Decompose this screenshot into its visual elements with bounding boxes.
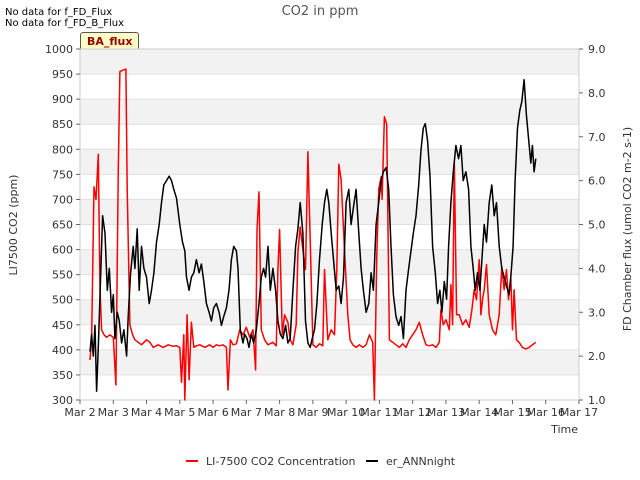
grid-band — [80, 249, 579, 275]
x-tick-label: Mar 11 — [360, 406, 398, 419]
series-line-li7500-co2 — [89, 68, 537, 401]
chart-title: CO2 in ppm — [282, 4, 359, 19]
y-right-tick-label: 7.0 — [588, 131, 606, 144]
y-left-tick-label: 350 — [52, 369, 73, 382]
legend-label-er-annnight: er_ANNnight — [386, 455, 456, 468]
no-data-note-fd-flux: No data for f_FD_Flux — [5, 7, 113, 18]
series-layer — [89, 68, 537, 401]
x-tick-label: Mar 15 — [493, 406, 531, 419]
y-axis-label-left: LI7500 CO2 (ppm) — [7, 175, 20, 276]
grid-band — [80, 299, 579, 325]
y-left-tick-label: 750 — [52, 168, 73, 181]
x-tick-label: Mar 5 — [164, 406, 195, 419]
y-right-tick-label: 3.0 — [588, 306, 606, 319]
x-tick-label: Mar 2 — [64, 406, 95, 419]
x-tick-label: Mar 13 — [427, 406, 465, 419]
legend: LI-7500 CO2 Concentration er_ANNnight — [186, 455, 456, 468]
x-tick-label: Mar 8 — [264, 406, 295, 419]
x-tick-label: Mar 6 — [197, 406, 228, 419]
grid-band — [80, 149, 579, 175]
grid-band — [80, 49, 579, 75]
legend-label-li7500-co2: LI-7500 CO2 Concentration — [206, 455, 356, 468]
y-left-tick-label: 400 — [52, 344, 73, 357]
y-right-tick-label: 8.0 — [588, 87, 606, 100]
y-left-tick-label: 600 — [52, 244, 73, 257]
y-left-tick-label: 950 — [52, 68, 73, 81]
y-left-tick-label: 550 — [52, 269, 73, 282]
y-right-tick-label: 5.0 — [588, 219, 606, 232]
y-right-tick-label: 4.0 — [588, 262, 606, 275]
grid-band — [80, 99, 579, 125]
y-left-tick-label: 650 — [52, 219, 73, 232]
x-tick-label: Mar 16 — [527, 406, 565, 419]
grid-band — [80, 349, 579, 375]
x-tick-label: Mar 3 — [98, 406, 129, 419]
x-axis-label: Time — [550, 423, 578, 436]
x-tick-label: Mar 12 — [394, 406, 432, 419]
y-right-tick-label: 1.0 — [588, 394, 606, 407]
y-left-tick-label: 700 — [52, 193, 73, 206]
y-left-tick-label: 900 — [52, 93, 73, 106]
y-left-tick-label: 1000 — [45, 43, 73, 56]
y-right-tick-label: 2.0 — [588, 350, 606, 363]
y-right-tick-label: 9.0 — [588, 43, 606, 56]
y-left-tick-label: 300 — [52, 394, 73, 407]
x-tick-label: Mar 4 — [131, 406, 162, 419]
y-left-tick-label: 450 — [52, 319, 73, 332]
y-left-tick-label: 800 — [52, 143, 73, 156]
x-tick-label: Mar 10 — [327, 406, 365, 419]
x-tick-label: Mar 7 — [231, 406, 262, 419]
axes: Mar 2 Mar 3 Mar 4 Mar 5 Mar 6 Mar 7 Mar 8 Mar 9… — [45, 43, 606, 419]
y-left-tick-label: 500 — [52, 294, 73, 307]
grid-bands — [80, 48, 579, 401]
x-tick-label: Mar 17 — [560, 406, 598, 419]
y-axis-label-right: FD Chamber flux (umol CO2 m-2 s-1) — [621, 127, 634, 331]
series-line-er-annnight — [89, 78, 537, 392]
y-left-tick-label: 850 — [52, 118, 73, 131]
no-data-note-fd-b-flux: No data for f_FD_B_Flux — [5, 18, 125, 29]
x-tick-label: Mar 9 — [297, 406, 328, 419]
y-right-tick-label: 6.0 — [588, 175, 606, 188]
x-tick-label: Mar 14 — [460, 406, 498, 419]
